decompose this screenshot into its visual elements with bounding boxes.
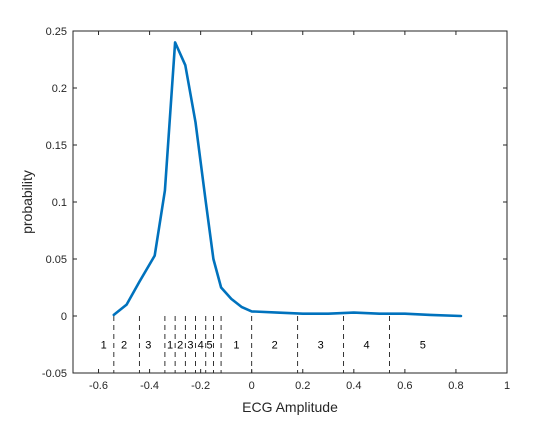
region-label: 3 <box>318 340 324 352</box>
region-label: 1 <box>233 340 239 352</box>
region-label: 4 <box>364 340 370 352</box>
region-label: 4 <box>198 340 204 352</box>
x-tick-label: 0.6 <box>397 380 412 392</box>
region-label: 5 <box>207 340 213 352</box>
region-label: 3 <box>145 340 151 352</box>
ticks: -0.6 -0.4 -0.2 0 0.2 0.4 0.6 0.8 1 -0.05 0 0.05 0.1 0… <box>42 26 510 392</box>
x-tick-label: 0.8 <box>448 380 463 392</box>
y-tick-label: 0.05 <box>46 254 67 266</box>
region-label: 2 <box>272 340 278 352</box>
region-label: 2 <box>121 340 127 352</box>
y-tick-label: 0.1 <box>52 197 67 209</box>
x-tick-label: 0.4 <box>346 380 361 392</box>
x-tick-label: -0.2 <box>191 380 210 392</box>
x-tick-label: 1 <box>504 380 510 392</box>
x-tick-label: -0.6 <box>89 380 108 392</box>
y-tick-label: 0.15 <box>46 140 67 152</box>
x-axis-label: ECG Amplitude <box>242 399 338 415</box>
region-label: 1 <box>167 340 173 352</box>
y-tick-label: 0.2 <box>52 83 67 95</box>
x-tick-label: 0 <box>249 380 255 392</box>
region-label: 2 <box>177 340 183 352</box>
region-label: 3 <box>187 340 193 352</box>
y-tick-label: 0 <box>61 311 67 323</box>
y-tick-label: 0.25 <box>46 26 67 38</box>
region-label: 1 <box>101 340 107 352</box>
plot-area <box>73 31 507 373</box>
y-tick-label: -0.05 <box>42 368 67 380</box>
x-tick-label: 0.2 <box>295 380 310 392</box>
series-line <box>112 41 463 318</box>
x-tick-label: -0.4 <box>140 380 159 392</box>
y-axis-label: probability <box>19 170 35 234</box>
region-label: 5 <box>420 340 426 352</box>
